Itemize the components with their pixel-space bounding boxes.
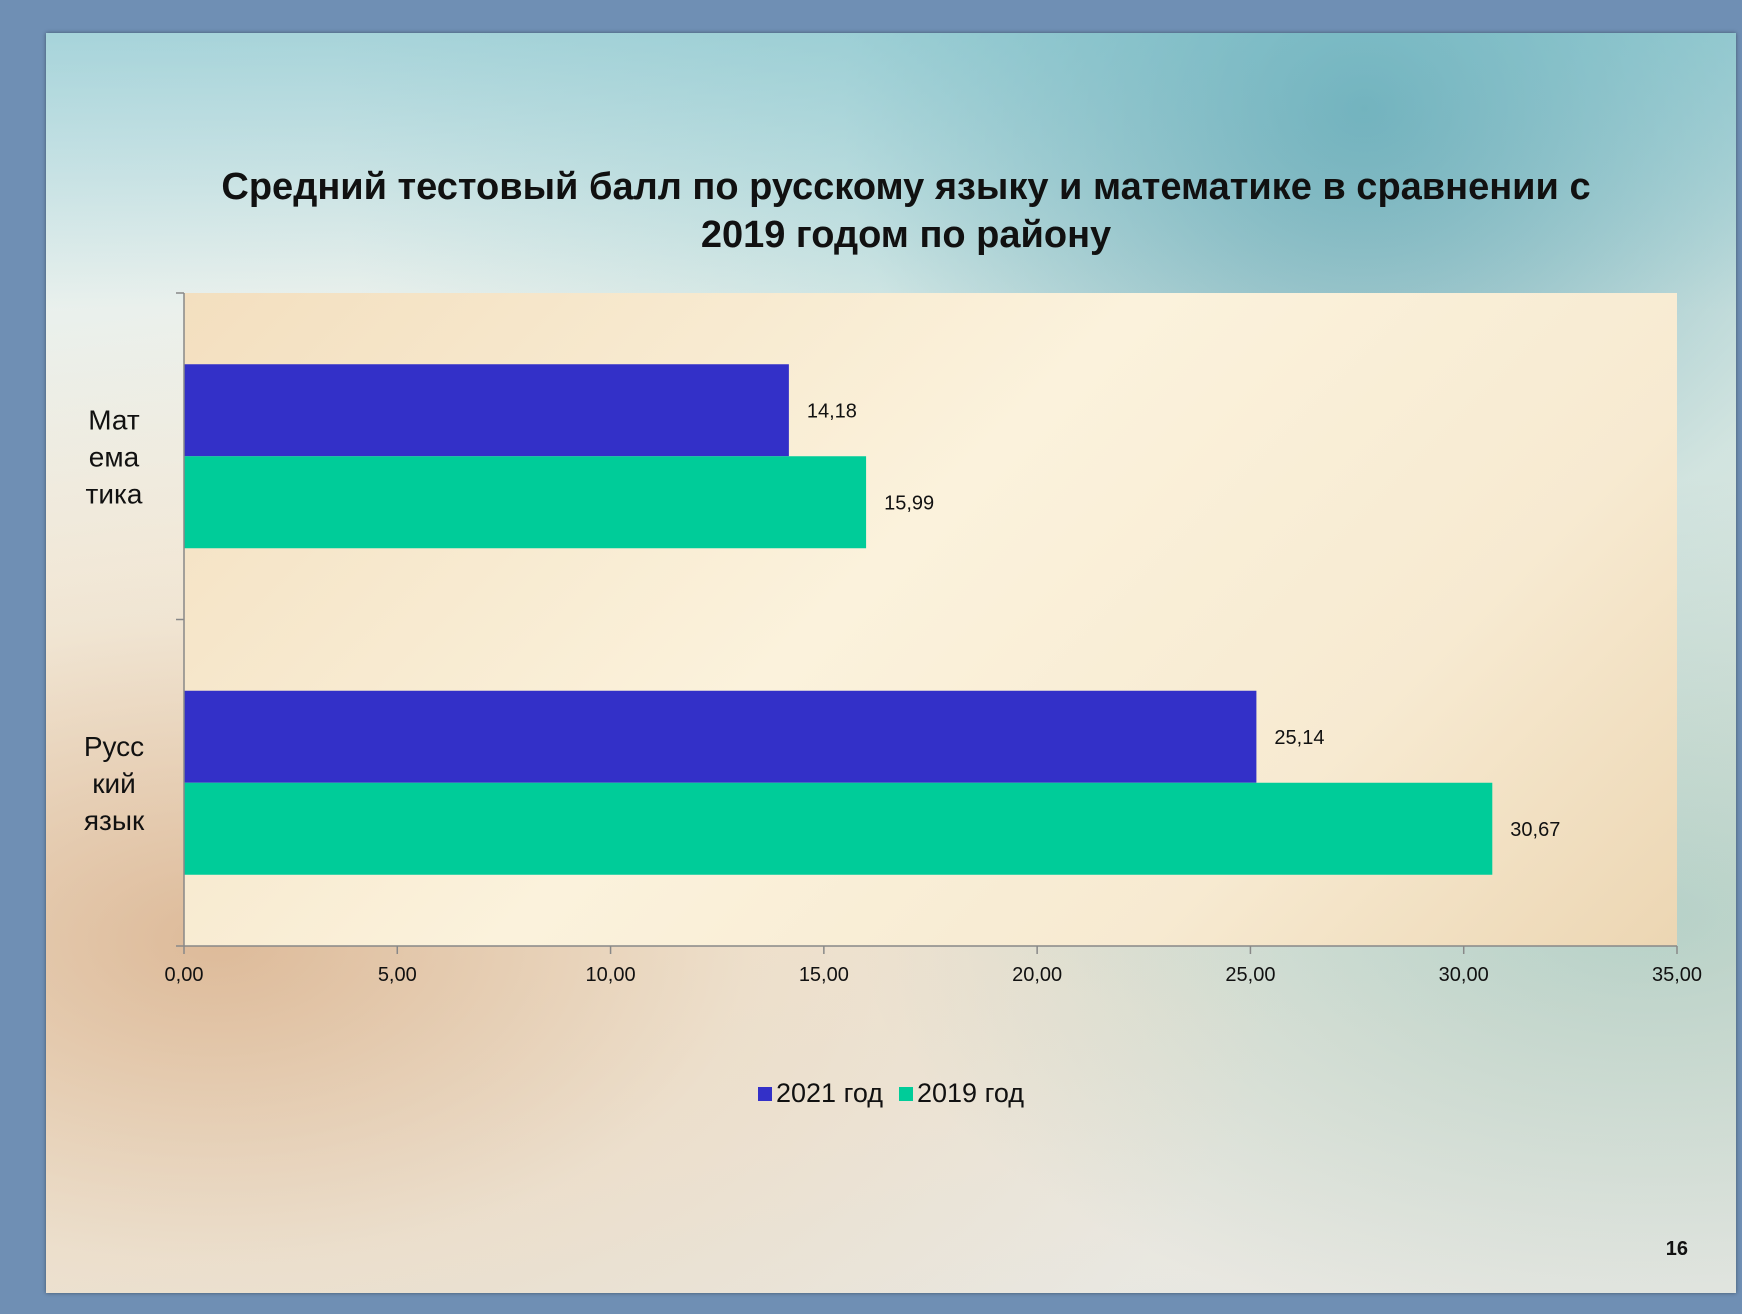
bar-2021-0 bbox=[184, 364, 789, 457]
category-label: Мат bbox=[88, 404, 140, 435]
x-tick-label: 25,00 bbox=[1225, 964, 1275, 986]
x-tick-label: 5,00 bbox=[378, 964, 417, 986]
x-tick-label: 20,00 bbox=[1012, 964, 1062, 986]
data-label: 15,99 bbox=[884, 492, 934, 514]
slide: Средний тестовый балл по русскому языку … bbox=[46, 33, 1736, 1293]
chart-title: Средний тестовый балл по русскому языку … bbox=[221, 166, 1591, 256]
legend-item-2019: 2019 год bbox=[899, 1078, 1024, 1109]
category-label: Русс bbox=[84, 731, 144, 762]
x-tick-label: 0,00 bbox=[165, 964, 204, 986]
legend-swatch-2021 bbox=[758, 1086, 772, 1101]
x-tick-label: 35,00 bbox=[1652, 964, 1702, 986]
legend-label-2021: 2021 год bbox=[776, 1078, 883, 1108]
data-label: 30,67 bbox=[1510, 819, 1560, 841]
slide-number: 16 bbox=[1665, 1238, 1688, 1260]
category-label: ема bbox=[89, 441, 140, 472]
x-tick-label: 30,00 bbox=[1439, 964, 1489, 986]
bar-2019-1 bbox=[184, 782, 1493, 875]
legend-swatch-2019 bbox=[899, 1086, 913, 1101]
data-label: 25,14 bbox=[1274, 727, 1324, 749]
bar-2021-1 bbox=[184, 690, 1257, 783]
bar-2019-0 bbox=[184, 456, 867, 549]
category-label: кий bbox=[92, 768, 136, 799]
data-label: 14,18 bbox=[807, 400, 857, 422]
legend-label-2019: 2019 год bbox=[917, 1078, 1024, 1108]
category-label: тика bbox=[86, 478, 143, 509]
category-label: язык bbox=[84, 805, 145, 836]
x-tick-label: 15,00 bbox=[799, 964, 849, 986]
x-tick-label: 10,00 bbox=[586, 964, 636, 986]
bar-chart: 14,18 15,99 Мат ема тика 25,14 30,67 Русс кий язы… bbox=[84, 292, 1702, 986]
legend: 2021 год 2019 год bbox=[46, 1078, 1736, 1109]
legend-item-2021: 2021 год bbox=[758, 1078, 883, 1109]
